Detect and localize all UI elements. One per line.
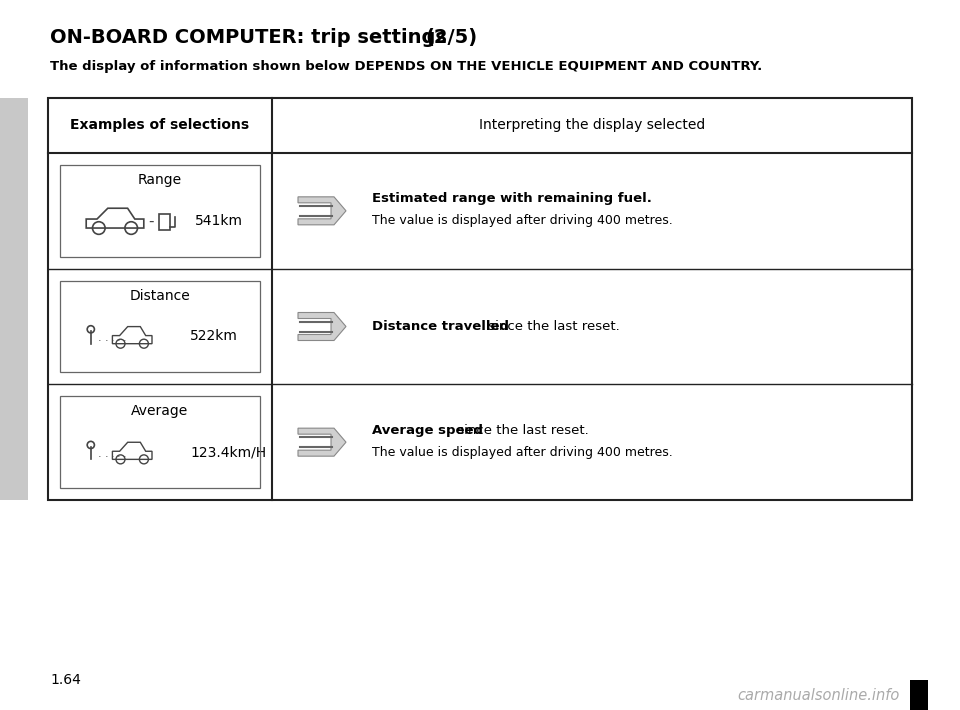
Text: The value is displayed after driving 400 metres.: The value is displayed after driving 400… (372, 214, 673, 227)
Text: .: . (105, 333, 108, 344)
Text: carmanualsonline.info: carmanualsonline.info (737, 687, 900, 702)
Text: Examples of selections: Examples of selections (70, 119, 250, 133)
Text: Interpreting the display selected: Interpreting the display selected (479, 119, 706, 133)
Text: The value is displayed after driving 400 metres.: The value is displayed after driving 400… (372, 446, 673, 459)
Text: 522km: 522km (190, 329, 238, 344)
Text: Average: Average (132, 404, 188, 418)
Text: ON-BOARD COMPUTER: trip settings: ON-BOARD COMPUTER: trip settings (50, 28, 454, 47)
Text: -: - (148, 213, 154, 229)
Text: since the last reset.: since the last reset. (452, 424, 588, 437)
Polygon shape (0, 98, 28, 500)
Text: .: . (98, 333, 102, 344)
Text: Estimated range with remaining fuel.: Estimated range with remaining fuel. (372, 192, 652, 205)
Text: .: . (123, 333, 127, 344)
Text: .: . (98, 449, 102, 459)
Text: .: . (110, 333, 114, 344)
Text: .: . (123, 449, 127, 459)
Text: The display of information shown below DEPENDS ON THE VEHICLE EQUIPMENT AND COUN: The display of information shown below D… (50, 60, 762, 73)
Text: 123.4km/H: 123.4km/H (190, 445, 266, 459)
Text: .: . (105, 449, 108, 459)
Text: (2/5): (2/5) (425, 28, 477, 47)
Text: .: . (110, 449, 114, 459)
Text: .: . (117, 333, 121, 344)
Text: 1.64: 1.64 (50, 673, 81, 687)
Text: since the last reset.: since the last reset. (484, 320, 619, 333)
Text: Distance travelled: Distance travelled (372, 320, 509, 333)
Polygon shape (298, 312, 346, 341)
Polygon shape (910, 680, 928, 710)
Polygon shape (298, 428, 346, 456)
Text: 541km: 541km (195, 214, 243, 228)
Text: Average speed: Average speed (372, 424, 483, 437)
Text: .: . (117, 449, 121, 459)
Text: Distance: Distance (130, 289, 190, 302)
Polygon shape (298, 197, 346, 225)
Text: Range: Range (138, 173, 182, 187)
